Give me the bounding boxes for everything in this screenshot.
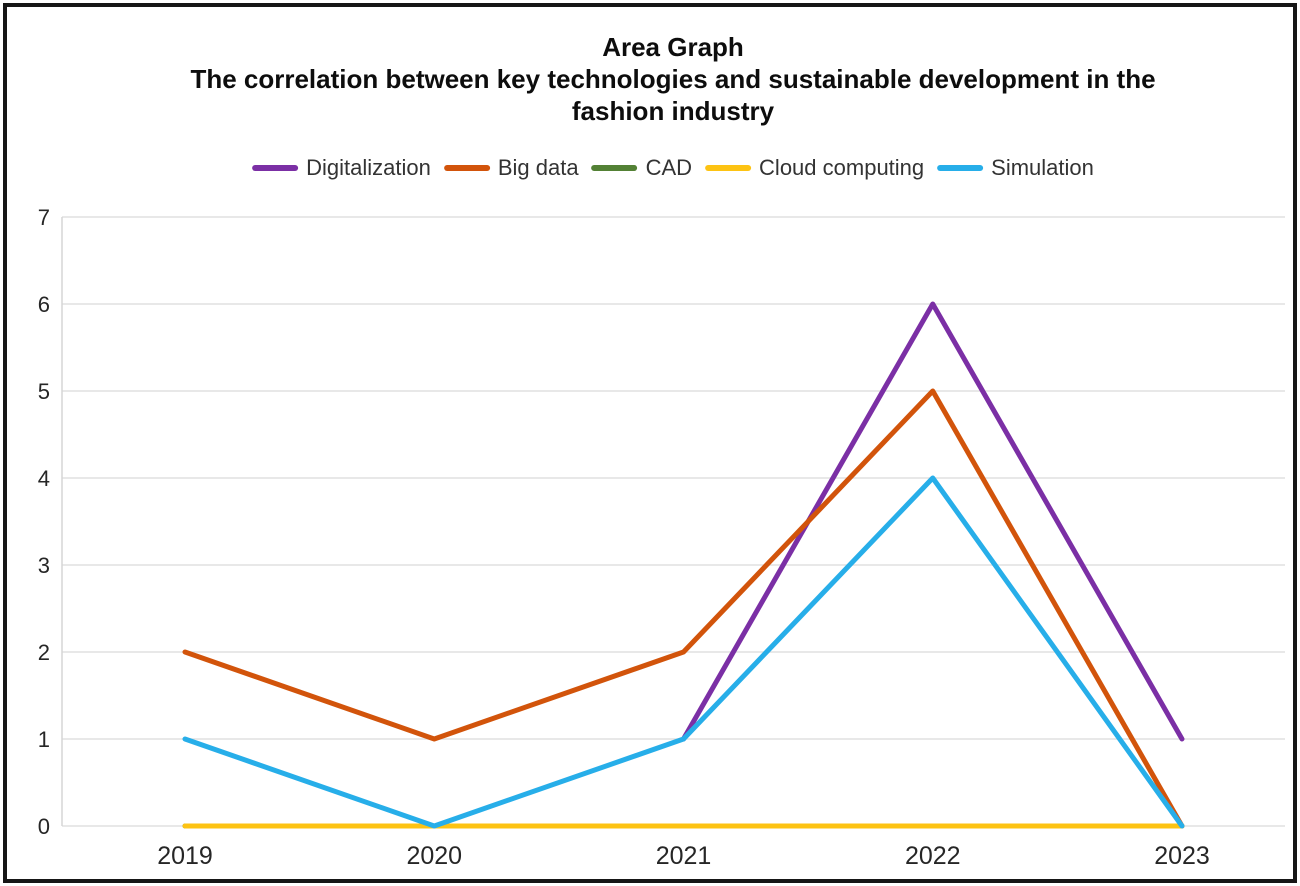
series-line-digitalization[interactable] (681, 301, 1185, 742)
y-axis-tick-label: 3 (38, 553, 50, 578)
legend-label: Simulation (991, 155, 1094, 180)
legend-label: CAD (645, 155, 693, 180)
chart-subtitle-line-1: The correlation between key technologies… (190, 64, 1156, 94)
legend-swatch-line (937, 165, 984, 171)
legend-label: Cloud computing (759, 155, 925, 180)
legend-item-cad[interactable]: CAD (591, 155, 693, 181)
series-line-big-data[interactable] (182, 388, 1185, 829)
chart-outer-border (3, 3, 1297, 883)
legend-item-digitalization[interactable]: Digitalization (252, 155, 431, 181)
legend-swatch-line (443, 165, 490, 171)
x-axis-tick-label: 2022 (905, 842, 961, 870)
x-axis-tick-label: 2023 (1154, 842, 1210, 870)
y-axis-tick-label: 2 (38, 640, 50, 665)
y-axis-tick-label: 1 (38, 727, 50, 752)
y-axis-tick-label: 4 (38, 466, 50, 491)
y-axis-tick-label: 6 (38, 292, 50, 317)
legend-label: Big data (497, 155, 579, 180)
legend-item-simulation[interactable]: Simulation (937, 155, 1094, 181)
x-axis-tick-label: 2019 (157, 842, 213, 870)
legend-item-big-data[interactable]: Big data (443, 155, 579, 181)
y-axis-tick-label: 5 (38, 379, 50, 404)
x-axis-tick-label: 2021 (656, 842, 712, 870)
x-axis-tick-label: 2020 (406, 842, 462, 870)
chart-legend: Digitalization Big data CAD Cloud computing… (252, 155, 1094, 181)
series-line-simulation[interactable] (182, 475, 1185, 829)
legend-swatch-line (705, 165, 752, 171)
chart-title: Area Graph (602, 32, 744, 62)
chart-subtitle-line-2: fashion industry (571, 96, 775, 126)
legend-swatch-line (591, 165, 638, 171)
legend-label: Digitalization (306, 155, 431, 180)
legend-swatch-line (252, 165, 299, 171)
y-axis-tick-label: 0 (38, 814, 50, 839)
chart-title-block: Area Graph The correlation between key t… (73, 31, 1273, 127)
y-axis-tick-label: 7 (38, 205, 50, 230)
legend-item-cloud-computing[interactable]: Cloud computing (705, 155, 924, 181)
